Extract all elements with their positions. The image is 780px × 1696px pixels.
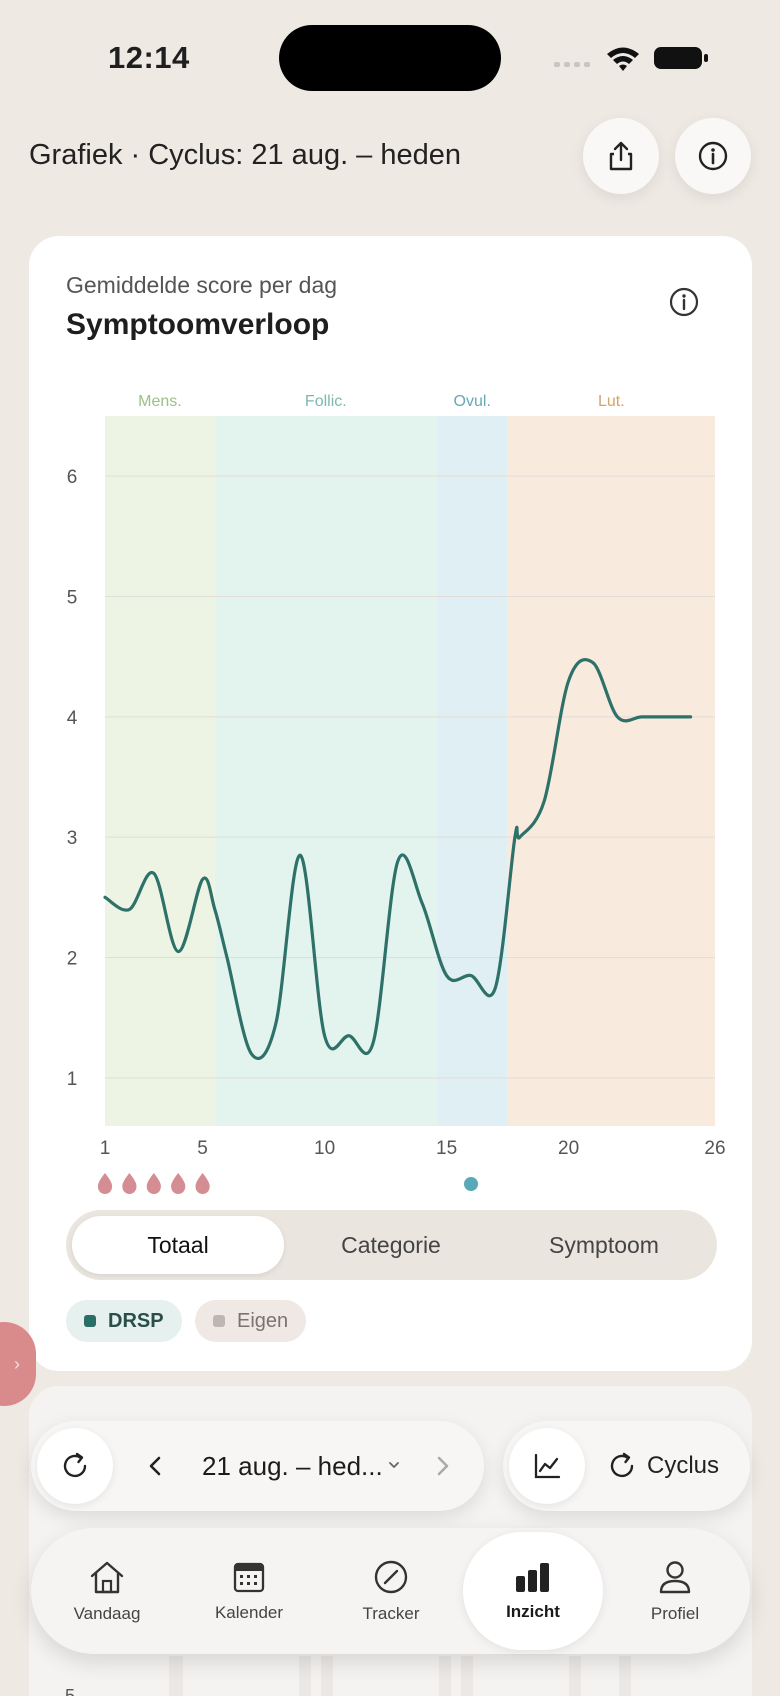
status-icons xyxy=(554,47,708,71)
person-icon xyxy=(659,1561,691,1594)
chart-info-icon[interactable] xyxy=(666,284,702,320)
bleeding-drop-3 xyxy=(171,1173,186,1194)
cycle-button[interactable]: Cyclus xyxy=(607,1443,719,1489)
phase-label-0: Mens. xyxy=(138,393,182,410)
refresh-button[interactable] xyxy=(37,1428,113,1504)
wifi-icon xyxy=(607,47,639,71)
phase-band-1 xyxy=(214,416,437,1126)
y-tick-label-5: 6 xyxy=(67,467,78,488)
eigen-chip-label: Eigen xyxy=(237,1309,289,1332)
house-icon xyxy=(90,1561,124,1594)
date-range-bar: 21 aug. – hed... xyxy=(31,1421,484,1511)
chevron-down-icon[interactable] xyxy=(386,1457,402,1473)
battery-icon xyxy=(654,47,708,69)
nav-label-kalender: Kalender xyxy=(214,1603,284,1622)
cellular-signal-icon xyxy=(554,62,590,67)
bleeding-drop-0 xyxy=(97,1173,113,1194)
previous-range-button[interactable] xyxy=(143,1447,167,1485)
y-tick-label-3: 4 xyxy=(67,708,78,729)
bar-chart-icon xyxy=(516,1563,549,1592)
drsp-chip-label: DRSP xyxy=(108,1309,164,1332)
date-range-label[interactable]: 21 aug. – hed... xyxy=(202,1451,383,1481)
share-button[interactable] xyxy=(583,118,659,194)
view-segmented-control: Totaal Categorie Symptoom xyxy=(66,1210,717,1280)
bleeding-drop-1 xyxy=(122,1173,137,1194)
nav-item-tracker[interactable]: Tracker xyxy=(331,1528,451,1654)
status-time: 12:14 xyxy=(108,40,190,75)
nav-item-kalender[interactable]: Kalender xyxy=(189,1528,309,1654)
segment-totaal[interactable]: Totaal xyxy=(72,1216,284,1274)
eigen-filter-chip[interactable]: Eigen xyxy=(195,1300,307,1342)
line-chart-icon xyxy=(534,1453,561,1479)
chevron-right-icon: › xyxy=(14,1353,20,1374)
nav-label-tracker: Tracker xyxy=(362,1604,420,1623)
eigen-color-dot xyxy=(213,1315,225,1327)
x-tick-label-2: 10 xyxy=(314,1138,335,1159)
next-range-button[interactable] xyxy=(431,1447,455,1485)
bottom-navigation: Vandaag Kalender Tracker Inzicht xyxy=(31,1528,750,1654)
bleeding-drop-4 xyxy=(195,1173,210,1194)
segment-categorie[interactable]: Categorie xyxy=(341,1231,441,1258)
phase-label-1: Follic. xyxy=(305,393,347,410)
secondary-chart-stripes xyxy=(169,1656,631,1696)
bleeding-drop-2 xyxy=(146,1173,161,1194)
drsp-color-dot xyxy=(84,1315,96,1327)
y-tick-label-1: 2 xyxy=(67,949,78,970)
phase-label-2: Ovul. xyxy=(454,393,491,410)
segment-symptoom[interactable]: Symptoom xyxy=(549,1231,659,1258)
secondary-axis-value: 5 xyxy=(65,1686,76,1696)
info-button[interactable] xyxy=(675,118,751,194)
refresh-icon xyxy=(63,1452,87,1478)
calendar-icon xyxy=(233,1562,265,1593)
phase-band-3 xyxy=(507,416,715,1126)
x-tick-label-0: 1 xyxy=(100,1138,111,1159)
phase-band-2 xyxy=(436,416,508,1126)
card-title: Symptoomverloop xyxy=(66,308,330,341)
status-bar: 12:14 xyxy=(0,0,780,110)
share-icon xyxy=(609,141,633,171)
nav-label-vandaag: Vandaag xyxy=(73,1604,141,1623)
info-icon xyxy=(698,141,728,171)
y-tick-label-4: 5 xyxy=(67,588,78,609)
page-title: Grafiek · Cyclus: 21 aug. – heden xyxy=(29,139,462,171)
x-tick-label-1: 5 xyxy=(197,1138,208,1159)
view-mode-bar: Cyclus xyxy=(503,1421,750,1511)
cycle-refresh-icon xyxy=(610,1452,634,1478)
phase-label-3: Lut. xyxy=(598,393,625,410)
side-drawer-tab[interactable]: › xyxy=(0,1322,36,1406)
x-tick-label-3: 15 xyxy=(436,1138,457,1159)
nav-item-vandaag[interactable]: Vandaag xyxy=(47,1528,167,1654)
x-tick-label-5: 26 xyxy=(704,1138,725,1159)
tracker-icon xyxy=(374,1560,408,1594)
dynamic-island xyxy=(279,25,501,91)
chart-view-button[interactable] xyxy=(509,1428,585,1504)
phase-band-0 xyxy=(105,416,215,1126)
nav-item-inzicht[interactable]: Inzicht xyxy=(463,1532,603,1650)
nav-label-profiel: Profiel xyxy=(650,1604,700,1623)
nav-item-profiel[interactable]: Profiel xyxy=(615,1528,735,1654)
card-subtitle: Gemiddelde score per dag xyxy=(66,272,338,298)
drsp-filter-chip[interactable]: DRSP xyxy=(66,1300,182,1342)
y-tick-label-0: 1 xyxy=(67,1069,78,1090)
y-tick-label-2: 3 xyxy=(67,828,78,849)
ovulation-dot xyxy=(464,1177,478,1191)
series-line-0 xyxy=(103,658,693,1060)
cycle-label: Cyclus xyxy=(647,1452,720,1479)
x-tick-label-4: 20 xyxy=(558,1138,579,1159)
symptom-chart-card: Gemiddelde score per dag Symptoomverloop… xyxy=(29,236,752,1371)
nav-label-inzicht: Inzicht xyxy=(506,1602,560,1621)
